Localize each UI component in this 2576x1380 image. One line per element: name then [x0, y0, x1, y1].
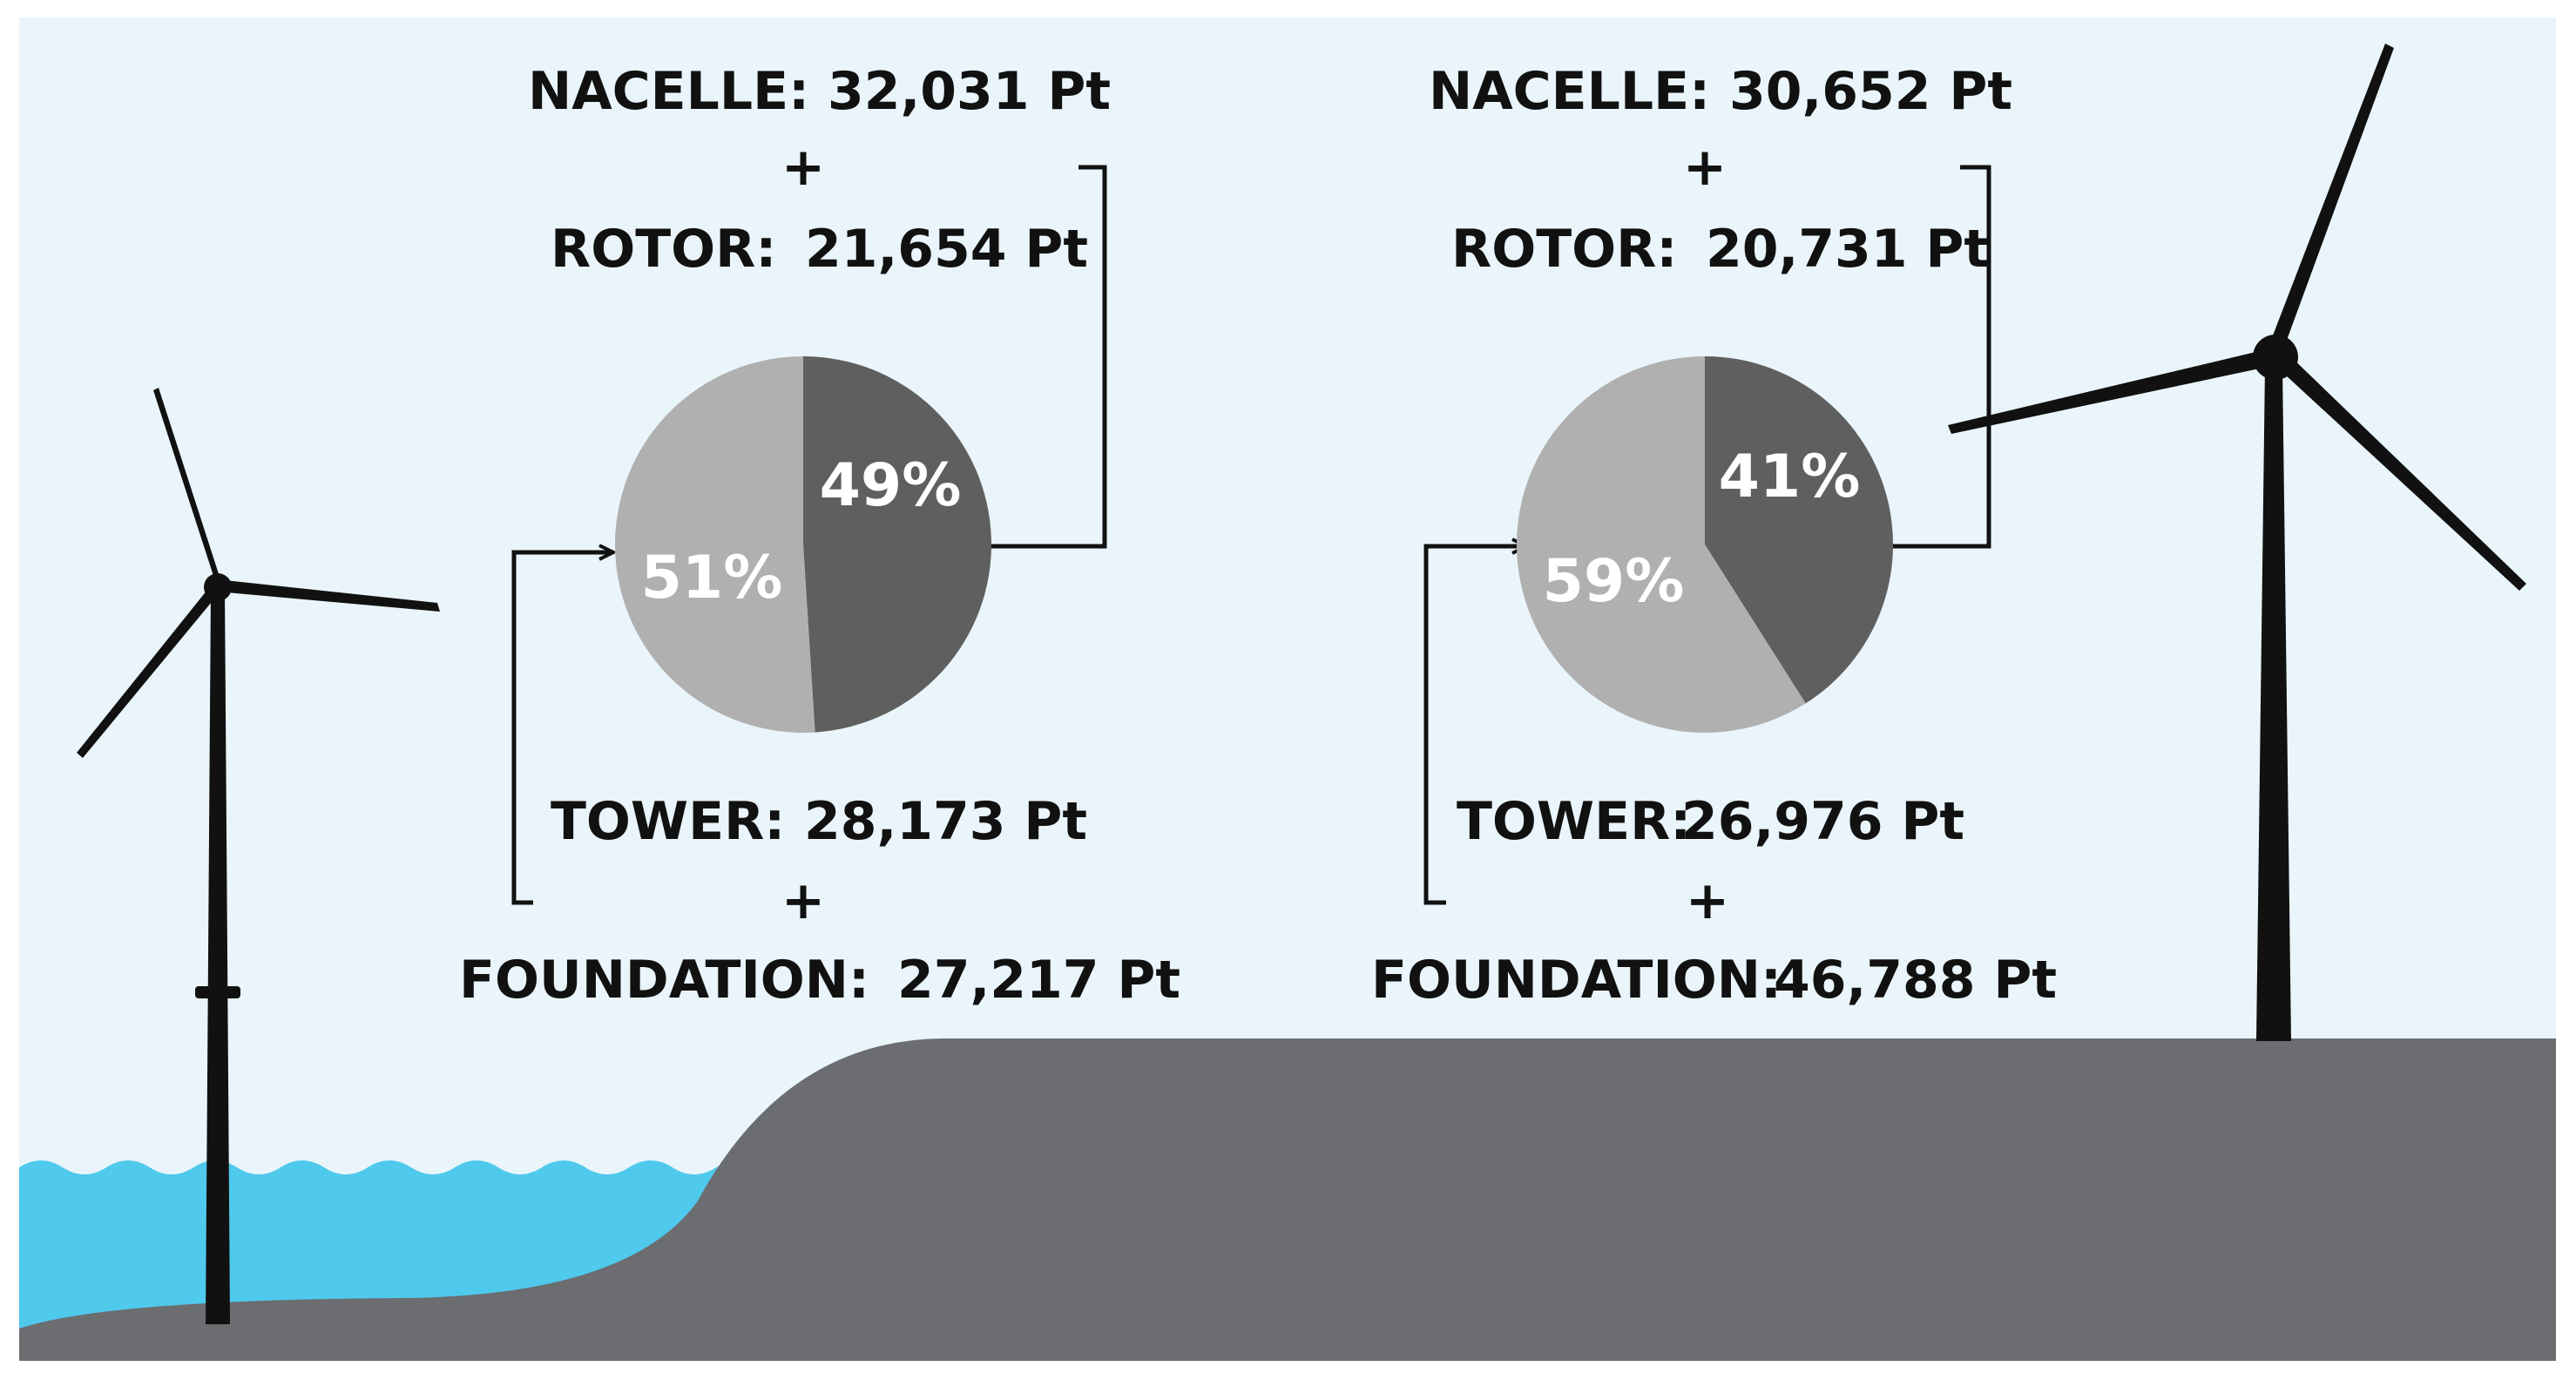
left-bottom-labels: TOWER: 28,173 Pt + FOUNDATION: 27,217 Pt	[459, 791, 1180, 1011]
right-tower-label: TOWER:	[1457, 791, 1691, 852]
right-tower-value: 26,976 Pt	[1681, 791, 1964, 852]
pie-0-slice-0	[803, 356, 991, 733]
right-top-labels: NACELLE: 30,652 Pt + ROTOR: 20,731 Pt	[1429, 61, 2012, 280]
pie-0-slice-1	[614, 356, 815, 733]
left-foundation-label: FOUNDATION:	[459, 950, 869, 1011]
left-rotor-value: 21,654 Pt	[805, 219, 1088, 280]
right-connector-lines	[1423, 165, 1991, 905]
pie-1-slice-0	[1705, 356, 1893, 704]
right-rotor-value: 20,731 Pt	[1706, 219, 1989, 280]
onshore-wind-turbine-icon	[1948, 44, 2526, 1041]
left-nacelle-label: NACELLE:	[528, 61, 809, 122]
left-tower-label: TOWER:	[551, 791, 785, 852]
right-pie-chart: 41% 59%	[1516, 356, 1893, 734]
pie-0-slice-0-label: 49%	[820, 451, 962, 520]
left-bottom-plus: +	[781, 870, 825, 931]
left-pie-chart: 49% 51%	[614, 356, 991, 733]
offshore-wind-turbine-icon	[77, 388, 440, 1324]
left-connector-lines	[511, 165, 1107, 905]
left-nacelle-value: 32,031 Pt	[828, 61, 1111, 122]
pie-1-slice-0-label: 41%	[1719, 443, 1861, 511]
right-rotor-label: ROTOR:	[1451, 219, 1677, 280]
left-tower-value: 28,173 Pt	[804, 791, 1087, 852]
pie-0-slice-1-label: 51%	[641, 544, 783, 612]
right-foundation-label: FOUNDATION:	[1371, 950, 1782, 1011]
left-top-plus: +	[781, 137, 825, 198]
pie-1-slice-1	[1516, 356, 1806, 734]
right-nacelle-value: 30,652 Pt	[1729, 61, 2012, 122]
right-bottom-labels: TOWER: 26,976 Pt + FOUNDATION: 46,788 Pt	[1371, 791, 2057, 1011]
left-top-labels: NACELLE: 32,031 Pt + ROTOR: 21,654 Pt	[528, 61, 1111, 280]
right-bottom-plus: +	[1686, 870, 1729, 931]
land-ground	[19, 1038, 2556, 1361]
right-foundation-value: 46,788 Pt	[1774, 950, 2057, 1011]
pie-1-slice-1-label: 59%	[1543, 547, 1685, 616]
right-nacelle-label: NACELLE:	[1429, 61, 1710, 122]
right-top-plus: +	[1683, 137, 1727, 198]
left-rotor-label: ROTOR:	[551, 219, 776, 280]
left-foundation-value: 27,217 Pt	[897, 950, 1180, 1011]
